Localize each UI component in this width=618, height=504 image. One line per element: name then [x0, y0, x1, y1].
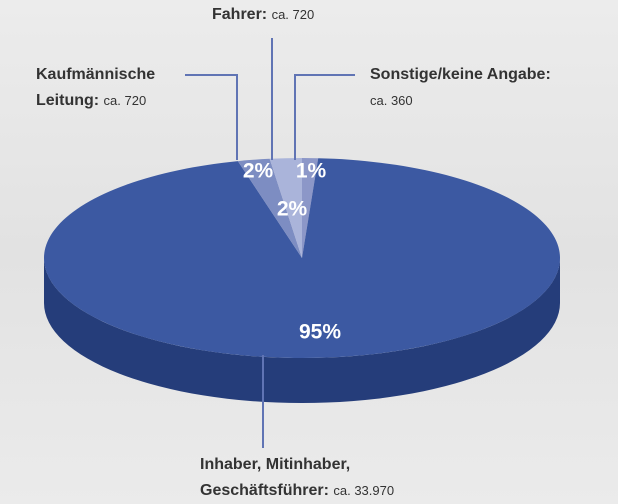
- value-label: 95%: [299, 321, 341, 344]
- pie-slice: [269, 158, 302, 258]
- pie-slice: [43, 158, 561, 358]
- category-name: Sonstige/keine Angabe:: [370, 66, 551, 83]
- category-name: Kaufmännische Leitung:: [36, 66, 156, 109]
- value-label: 1%: [296, 160, 327, 183]
- pie-slice: [237, 158, 302, 258]
- count-label: ca. 360: [370, 93, 413, 108]
- category-name: Inhaber, Mitinhaber, Geschäftsführer:: [200, 456, 351, 499]
- category-label: Kaufmännische Leitung: ca. 720: [36, 62, 196, 114]
- category-label: Inhaber, Mitinhaber, Geschäftsführer: ca…: [200, 452, 448, 504]
- count-label: ca. 720: [103, 93, 147, 108]
- pie-slice: [302, 158, 319, 258]
- value-label: 2%: [277, 198, 308, 221]
- leader-line: [185, 74, 238, 160]
- count-label: ca. 33.970: [333, 483, 395, 498]
- leader-line: [294, 74, 355, 160]
- pie-side: [44, 258, 560, 403]
- category-label: Sonstige/keine Angabe: ca. 360: [370, 62, 610, 114]
- count-label: ca. 720: [271, 7, 315, 22]
- category-label: Fahrer: ca. 720: [212, 2, 412, 28]
- value-label: 2%: [243, 160, 274, 183]
- category-name: Fahrer:: [212, 6, 268, 23]
